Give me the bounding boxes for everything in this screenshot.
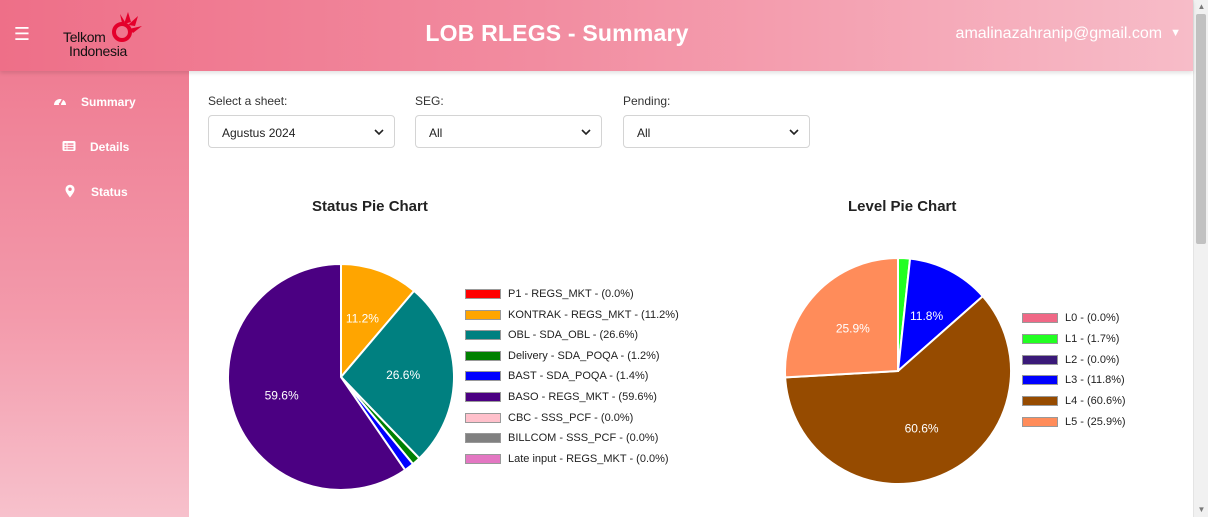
sidebar-item-details[interactable]: Details [0, 132, 189, 162]
legend-swatch [1022, 375, 1058, 386]
legend-swatch [1022, 313, 1058, 323]
legend-label: L4 - (60.6%) [1065, 395, 1126, 408]
legend-label: CBC - SSS_PCF - (0.0%) [508, 411, 634, 424]
legend-swatch [465, 309, 501, 320]
user-menu[interactable]: amalinazahranip@gmail.com ▼ [956, 25, 1181, 43]
pie-slice-label: 59.6% [265, 388, 299, 402]
pie-slice-label: 60.6% [905, 421, 939, 435]
legend-swatch [465, 412, 501, 423]
pending-select[interactable]: All [623, 115, 810, 148]
pie-slice-label: 11.8% [910, 309, 943, 323]
sidebar-item-status[interactable]: Status [0, 177, 189, 207]
scroll-down-icon[interactable]: ▼ [1197, 505, 1206, 514]
logo-text: Telkom Indonesia [63, 30, 127, 58]
logo-line-2: Indonesia [69, 43, 128, 59]
sidebar-item-label: Summary [81, 95, 136, 109]
pie-slice[interactable] [784, 256, 899, 379]
legend-label: Delivery - SDA_POQA - (1.2%) [508, 349, 660, 362]
status-legend: P1 - REGS_MKT - (0.0%) KONTRAK - REGS_MKT… [465, 287, 695, 477]
list-card-icon [62, 141, 76, 151]
user-email: amalinazahranip@gmail.com [955, 25, 1163, 42]
page-title: LOB RLEGS - Summary [425, 20, 689, 46]
page-scrollbar[interactable]: ▲ ▼ [1193, 0, 1208, 517]
legend-label: BILLCOM - SSS_PCF - (0.0%) [508, 432, 659, 445]
pie-slice[interactable] [340, 262, 416, 380]
legend-swatch [465, 453, 501, 464]
legend-label: KONTRAK - REGS_MKT - (11.2%) [508, 308, 679, 321]
pie-slice-label: 26.6% [386, 368, 420, 382]
legend-swatch [1022, 396, 1058, 407]
legend-label: OBL - SDA_OBL - (26.6%) [508, 329, 639, 342]
map-pin-icon [65, 184, 75, 198]
sheet-select[interactable]: Agustus 2024 [208, 115, 395, 148]
legend-label: P1 - REGS_MKT - (0.0%) [508, 288, 634, 300]
pending-select-value: All [637, 126, 651, 140]
legend-swatch [465, 371, 501, 382]
legend-swatch [465, 289, 501, 299]
dashboard-gauge-icon [54, 99, 66, 106]
chevron-down-icon [581, 129, 591, 136]
level-chart-title: Level Pie Chart [848, 198, 957, 215]
legend-swatch [465, 330, 501, 341]
legend-label: BAST - SDA_POQA - (1.4%) [508, 370, 649, 383]
legend-label: L3 - (11.8%) [1065, 374, 1125, 387]
chevron-down-icon [789, 129, 799, 136]
seg-select-value: All [429, 126, 443, 140]
legend-swatch [465, 392, 501, 402]
telkom-logo-mark [112, 12, 142, 42]
pie-slice[interactable] [227, 262, 407, 491]
legend-swatch [1022, 417, 1058, 427]
scroll-up-icon[interactable]: ▲ [1197, 2, 1206, 11]
legend-swatch [1022, 354, 1058, 365]
legend-label: L5 - (25.9%) [1065, 416, 1126, 428]
status-pie-chart: 11.2% 26.6% 59.6% [227, 262, 455, 491]
seg-filter-label: SEG: [415, 94, 444, 108]
main-content: Select a sheet: Agustus 2024 SEG: All Pe… [189, 71, 1193, 517]
pie-slice[interactable] [339, 289, 455, 460]
legend-swatch [465, 350, 501, 361]
status-chart-title: Status Pie Chart [312, 198, 428, 215]
legend-label: L0 - (0.0%) [1065, 312, 1120, 324]
sidebar-item-summary[interactable]: Summary [0, 87, 189, 117]
legend-swatch [465, 433, 501, 444]
sidebar-item-label: Status [91, 185, 128, 199]
seg-select[interactable]: All [415, 115, 602, 148]
pending-filter-label: Pending: [623, 94, 671, 108]
telkom-logo: Telkom Indonesia [58, 10, 158, 62]
hamburger-icon[interactable]: ☰ [13, 24, 31, 44]
caret-down-icon[interactable]: ▼ [1170, 27, 1181, 39]
pie-slice-label: 25.9% [836, 321, 870, 335]
pie-slice[interactable] [896, 257, 985, 374]
legend-label: BASO - REGS_MKT - (59.6%) [508, 391, 657, 403]
level-legend: L0 - (0.0%) L1 - (1.7%) L2 - (0.0%) L3 - (1… [1022, 311, 1182, 441]
level-pie-chart: 11.8% 60.6% 25.9% [784, 256, 1012, 485]
sidebar: Summary Details Status [0, 71, 189, 517]
sheet-select-value: Agustus 2024 [222, 126, 296, 140]
logo-line-1: Telkom [63, 29, 106, 45]
pie-slice[interactable] [784, 294, 1012, 485]
top-header: ☰ Telkom Indonesia LOB RLEGS - Summary a… [0, 0, 1193, 71]
legend-label: Late input - REGS_MKT - (0.0%) [508, 452, 669, 465]
scrollbar-thumb[interactable] [1196, 14, 1206, 244]
sheet-filter-label: Select a sheet: [208, 94, 288, 108]
legend-swatch [1022, 333, 1058, 344]
legend-label: L1 - (1.7%) [1065, 332, 1120, 345]
legend-label: L2 - (0.0%) [1065, 353, 1120, 366]
pie-slice-label: 11.2% [346, 312, 379, 326]
sidebar-item-label: Details [90, 140, 130, 154]
chevron-down-icon [374, 129, 384, 136]
